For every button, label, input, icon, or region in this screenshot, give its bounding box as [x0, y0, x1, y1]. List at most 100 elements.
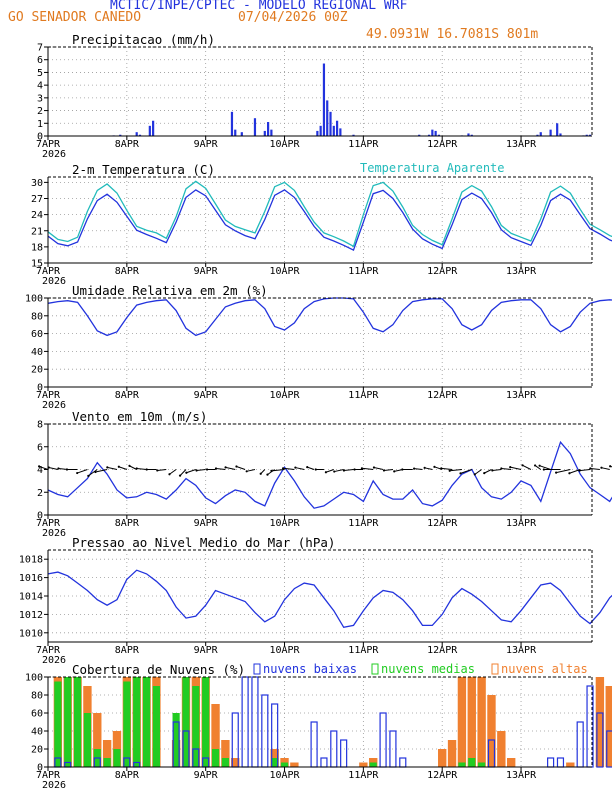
- wind-arrow: [129, 465, 137, 470]
- x-tick-label: 9APR: [194, 770, 219, 781]
- cloud-bar-nuvens-medias: [211, 749, 220, 767]
- precip-bar: [539, 132, 542, 136]
- x-tick-label: 7APR: [36, 266, 61, 277]
- precip-bar: [270, 129, 273, 136]
- x-tick-year-label: 2026: [42, 149, 66, 160]
- y-tick-label: 1012: [19, 610, 43, 621]
- x-tick-label: 9APR: [194, 518, 219, 529]
- y-tick-label: 7: [37, 43, 43, 54]
- x-tick-label: 13APR: [506, 139, 537, 150]
- y-tick-label: 2: [37, 488, 43, 499]
- wind-arrow-head: [372, 466, 376, 469]
- wind-arrow-head: [266, 473, 269, 476]
- cloud-bar-nuvens-medias: [271, 758, 279, 767]
- wind-arrow-head: [76, 471, 79, 475]
- x-tick-label: 12APR: [427, 518, 458, 529]
- x-tick-label: 7APR: [36, 139, 61, 150]
- cloud-bar-nuvens-baixas: [596, 712, 604, 768]
- wind-arrow: [569, 469, 581, 474]
- series-line-Pressao: [47, 569, 612, 629]
- wind-arrow: [325, 469, 334, 473]
- wind-arrow: [590, 467, 600, 470]
- cloud-bar-nuvens-medias: [113, 749, 121, 767]
- wind-arrow: [501, 467, 512, 470]
- cloud-bar-nuvens-medias: [73, 677, 82, 767]
- cloud-bar-nuvens-altas: [221, 740, 230, 767]
- wind-arrow: [556, 469, 571, 474]
- x-tick-label: 10APR: [269, 770, 300, 781]
- y-tick-label: 1: [37, 119, 43, 130]
- wind-arrow: [414, 468, 423, 470]
- precip-bar: [559, 133, 562, 136]
- y-tick-label: 18: [31, 242, 43, 253]
- x-tick-label: 11APR: [348, 770, 379, 781]
- precip-bar: [467, 133, 470, 136]
- cloud-bar-nuvens-medias: [192, 686, 200, 767]
- cloud-bar-nuvens-medias: [468, 758, 476, 767]
- x-tick-label: 9APR: [194, 139, 219, 150]
- wind-arrow-head: [440, 467, 443, 470]
- cloud-bar-nuvens-altas: [359, 762, 368, 767]
- cloud-bar-nuvens-altas: [477, 677, 486, 767]
- y-tick-label: 30: [31, 178, 43, 189]
- y-tick-label: 27: [31, 194, 43, 205]
- cloud-bar-nuvens-medias: [458, 762, 466, 767]
- wind-arrow-head: [145, 468, 148, 471]
- wind-arrow-head: [205, 468, 209, 471]
- cloud-bar-nuvens-medias: [280, 762, 289, 767]
- wind-arrow: [510, 466, 522, 470]
- x-tick-label: 10APR: [269, 518, 300, 529]
- x-tick-year-label: 2026: [42, 655, 66, 666]
- x-tick-label: 11APR: [348, 645, 379, 656]
- precip-bar: [437, 134, 441, 136]
- y-tick-label: 20: [31, 365, 43, 376]
- wind-arrow-head: [483, 472, 486, 475]
- x-tick-label: 12APR: [427, 770, 458, 781]
- precip-bar: [329, 111, 332, 136]
- cloud-bar-nuvens-baixas: [399, 757, 407, 768]
- y-tick-label: 21: [31, 226, 43, 237]
- x-tick-label: 13APR: [506, 266, 537, 277]
- x-tick-label: 13APR: [506, 390, 537, 401]
- cloud-bar-nuvens-baixas: [330, 730, 338, 768]
- precip-bar: [549, 129, 552, 136]
- legend-label: nuvens medias: [381, 662, 475, 676]
- wind-arrow: [118, 466, 128, 470]
- wind-arrow: [441, 467, 453, 470]
- y-tick-label: 0: [37, 383, 43, 394]
- wind-arrow-head: [94, 470, 97, 474]
- wind-arrow: [196, 469, 206, 471]
- wind-arrow-head: [135, 467, 138, 470]
- precip-bar: [434, 130, 437, 136]
- y-tick-label: 80: [31, 691, 43, 702]
- wind-arrow: [539, 465, 551, 470]
- cloud-bar-nuvens-altas: [447, 740, 457, 767]
- wind-arrow-head: [306, 466, 309, 469]
- x-tick-label: 7APR: [36, 645, 61, 656]
- x-tick-label: 11APR: [348, 139, 379, 150]
- x-tick-label: 10APR: [269, 390, 300, 401]
- wind-arrow: [484, 469, 492, 474]
- y-tick-label: 8: [37, 420, 43, 431]
- cloud-bar-nuvens-altas: [605, 686, 612, 767]
- x-tick-label: 8APR: [115, 645, 140, 656]
- wind-arrow-head: [360, 467, 363, 470]
- y-tick-label: 6: [37, 442, 43, 453]
- wind-arrow: [534, 465, 542, 470]
- wind-arrow-head: [156, 469, 159, 472]
- precip-bar: [148, 125, 151, 136]
- wind-arrow: [157, 469, 167, 471]
- wind-arrow-head: [117, 465, 120, 468]
- wind-arrow-head: [235, 465, 238, 468]
- cloud-bar-nuvens-altas: [93, 713, 102, 767]
- wind-arrow-head: [106, 466, 109, 469]
- wind-arrow: [215, 468, 226, 470]
- y-tick-label: 80: [31, 311, 43, 322]
- wind-arrow-head: [600, 466, 603, 469]
- precip-bar: [335, 120, 339, 136]
